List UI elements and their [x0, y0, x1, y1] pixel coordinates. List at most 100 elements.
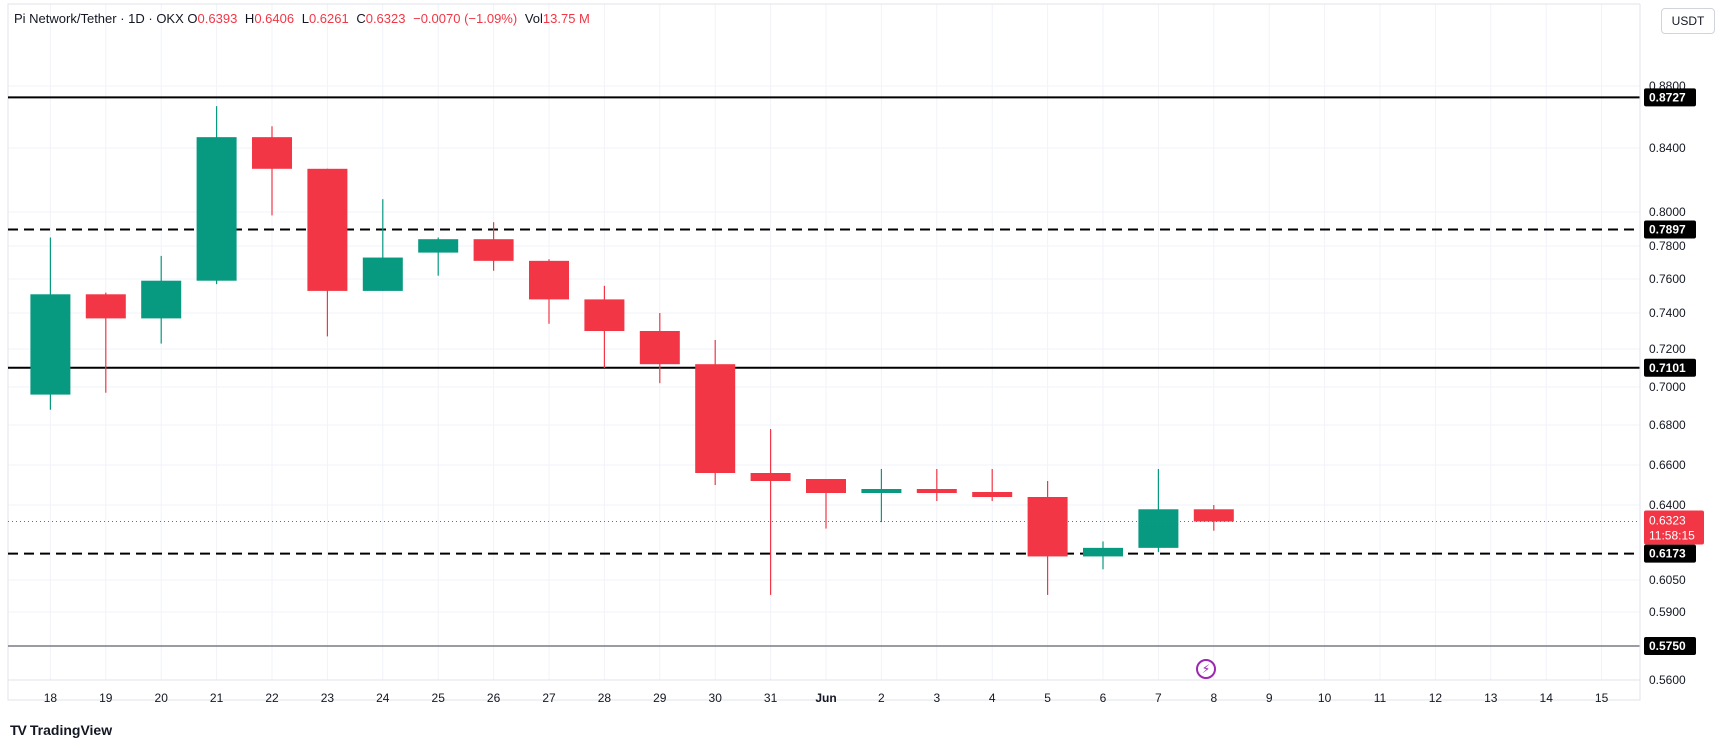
level-lines: [8, 96, 1640, 647]
time-tick-label: 30: [709, 691, 723, 705]
time-tick-label: 10: [1318, 691, 1332, 705]
price-tick-label: 0.8400: [1649, 141, 1686, 155]
candle: [30, 237, 71, 410]
candle-body: [473, 239, 514, 261]
time-tick-label: 7: [1155, 691, 1162, 705]
time-tick-label: 27: [542, 691, 556, 705]
price-tick-label: 0.6800: [1649, 418, 1686, 432]
ohlc-legend: Pi Network/Tether · 1D · OKX O0.6393 H0.…: [14, 11, 590, 26]
time-tick-label: 3: [933, 691, 940, 705]
price-axis-bg: [1640, 0, 1723, 700]
price-tick-label: 0.7000: [1649, 380, 1686, 394]
time-tick-label: 15: [1595, 691, 1609, 705]
candle-body: [529, 260, 569, 300]
candle-body: [252, 137, 292, 169]
candle-body: [307, 168, 348, 291]
candle-body: [695, 364, 736, 473]
time-tick-label: 2: [878, 691, 885, 705]
candle-body: [1027, 497, 1068, 557]
time-tick-label: 31: [764, 691, 778, 705]
candle-body: [362, 257, 403, 291]
time-tick-label: 20: [155, 691, 169, 705]
time-tick-label: 21: [210, 691, 224, 705]
candle: [196, 106, 237, 285]
candle-body: [861, 489, 902, 493]
candle: [362, 199, 403, 291]
candle: [695, 340, 736, 485]
time-tick-label: 8: [1210, 691, 1217, 705]
level-tag: [1644, 544, 1696, 563]
time-tick-label: 4: [989, 691, 996, 705]
candle: [1083, 541, 1123, 570]
time-tick-label: 28: [598, 691, 612, 705]
tradingview-logo[interactable]: TV TradingView: [10, 722, 112, 738]
candle: [529, 259, 569, 324]
price-tick-label: 0.7800: [1649, 239, 1686, 253]
countdown-label: 11:58:15: [1649, 529, 1695, 543]
candle-body: [750, 473, 791, 481]
time-tick-label: 26: [487, 691, 501, 705]
price-axis[interactable]: 0.5600 0.5900 0.6050 0.6400 0.6600 0.6800 0.70…: [1639, 0, 1723, 700]
candle: [473, 222, 514, 271]
flash-icon[interactable]: ⚡: [1196, 659, 1216, 679]
candle-body: [806, 479, 846, 493]
price-tick-label: 0.6050: [1649, 573, 1686, 587]
grid-lines: [7, 3, 1641, 701]
level-tag-label: 0.6173: [1649, 547, 1686, 561]
candle: [584, 285, 625, 368]
candle: [1027, 481, 1068, 595]
currency-button[interactable]: USDT: [1661, 8, 1715, 34]
open-value: 0.6393: [197, 11, 238, 26]
candle-body: [584, 299, 625, 331]
symbol-title[interactable]: Pi Network/Tether · 1D · OKX: [14, 11, 184, 26]
candle-body: [972, 492, 1013, 497]
candle-body: [418, 239, 459, 253]
price-tick-label: 0.6600: [1649, 458, 1686, 472]
price-tick-label: 0.5600: [1649, 673, 1686, 687]
time-tick-label: Jun: [815, 691, 836, 705]
level-tag: [1644, 220, 1696, 239]
candle: [307, 168, 348, 337]
time-tick-label: 12: [1429, 691, 1443, 705]
candle: [806, 479, 846, 529]
plot-border: [7, 3, 1641, 701]
time-tick-label: 5: [1044, 691, 1051, 705]
high-value: 0.6406: [254, 11, 295, 26]
candle-body: [1193, 509, 1234, 522]
time-tick-label: 11: [1374, 691, 1387, 705]
candles: [30, 106, 1234, 595]
candle-body: [85, 294, 126, 319]
time-tick-label: 18: [44, 691, 58, 705]
time-tick-label: 9: [1266, 691, 1273, 705]
candle-body: [1083, 547, 1123, 557]
level-tag-label: 0.8727: [1649, 90, 1686, 104]
price-tick-label: 0.7200: [1649, 342, 1686, 356]
candle-body: [916, 489, 957, 493]
time-axis[interactable]: 18 19 20 21 22 23 24 25 26 27 28 29 30 31 Jun 2 3 4 5 6 7 8 9 1…: [44, 691, 1609, 705]
level-tag: [1644, 358, 1696, 377]
candle-body: [141, 280, 182, 319]
time-tick-label: 29: [653, 691, 667, 705]
time-tick-label: 13: [1484, 691, 1498, 705]
last-price-label: 0.6323: [1649, 514, 1686, 528]
time-tick-label: 23: [321, 691, 335, 705]
candle: [750, 429, 791, 595]
last-price-tag: [1644, 510, 1704, 545]
candle: [252, 126, 292, 216]
time-tick-label: 25: [432, 691, 446, 705]
candle: [141, 255, 182, 344]
volume-value: 13.75 M: [542, 11, 590, 26]
candle-body: [30, 294, 71, 395]
candle: [85, 292, 126, 393]
time-tick-label: 24: [376, 691, 390, 705]
level-tag-label: 0.7101: [1649, 361, 1686, 375]
level-tag: [1644, 637, 1696, 655]
time-tick-label: 22: [265, 691, 279, 705]
candle: [639, 313, 680, 384]
candle: [418, 237, 459, 276]
level-tag: [1644, 88, 1696, 107]
change-value: −0.0070 (−1.09%): [413, 11, 518, 26]
price-tick-label: 0.6400: [1649, 498, 1686, 512]
candle: [916, 469, 957, 501]
